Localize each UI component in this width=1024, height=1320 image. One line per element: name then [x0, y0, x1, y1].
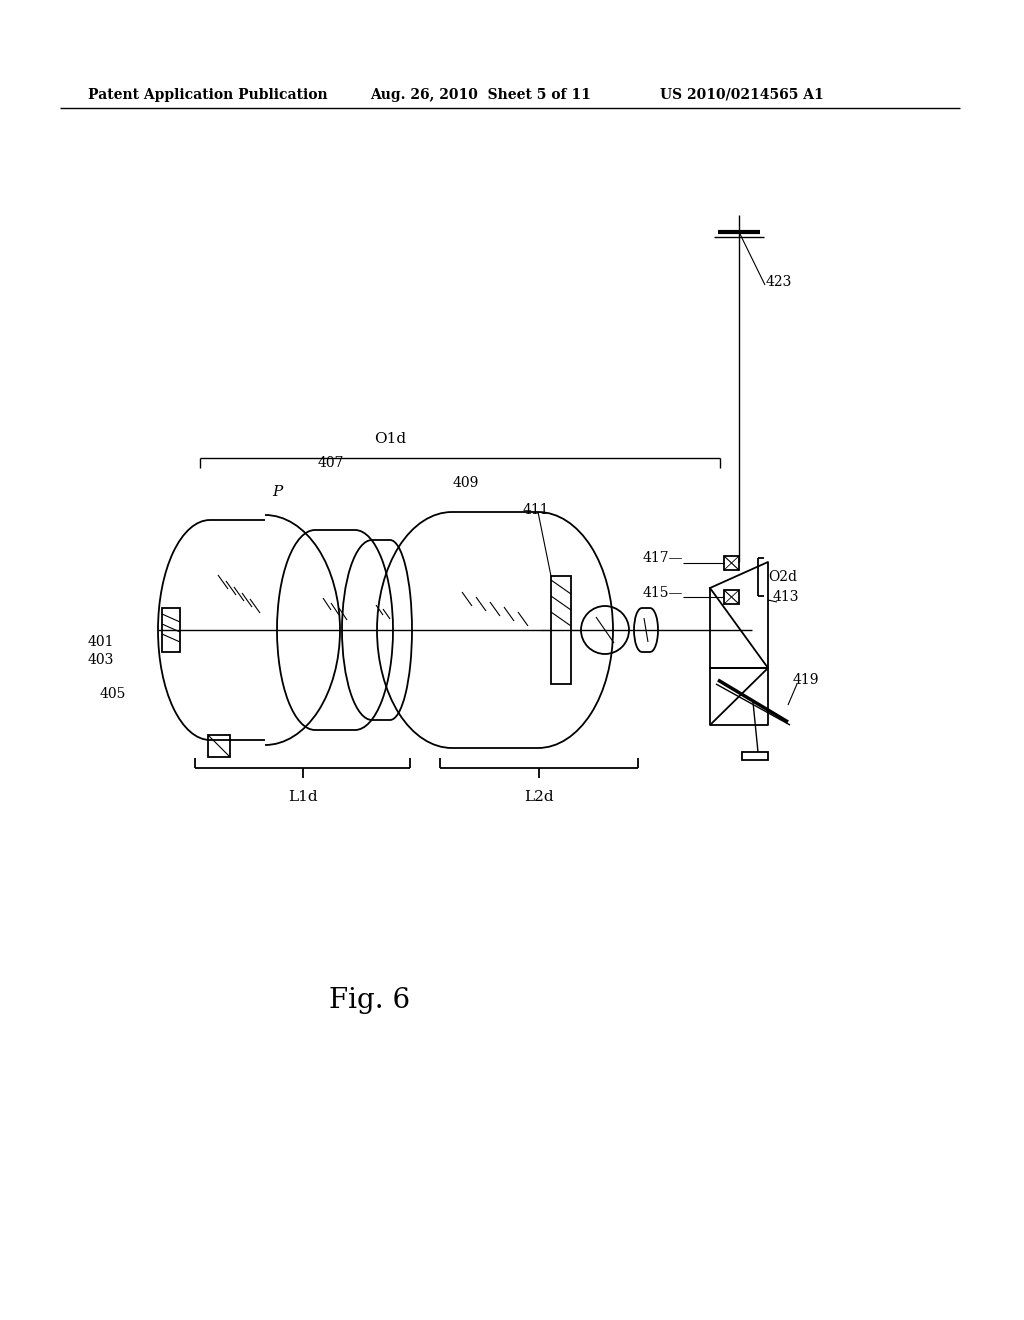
Text: 411: 411: [523, 503, 550, 517]
Text: 415—: 415—: [643, 586, 683, 601]
Text: 423: 423: [766, 275, 793, 289]
Bar: [724, 590, 739, 605]
Text: 413: 413: [773, 590, 800, 605]
Bar: [742, 752, 768, 760]
Text: 419: 419: [793, 673, 819, 686]
Text: 401: 401: [88, 635, 115, 649]
Text: P: P: [272, 484, 283, 499]
Bar: [724, 556, 739, 570]
Text: O2d: O2d: [768, 570, 797, 583]
Text: Aug. 26, 2010  Sheet 5 of 11: Aug. 26, 2010 Sheet 5 of 11: [370, 88, 591, 102]
Text: Fig. 6: Fig. 6: [330, 986, 411, 1014]
Text: US 2010/0214565 A1: US 2010/0214565 A1: [660, 88, 823, 102]
Text: 407: 407: [318, 455, 344, 470]
Text: 403: 403: [88, 653, 115, 667]
Text: 405: 405: [100, 686, 126, 701]
Text: L2d: L2d: [524, 789, 554, 804]
Text: Patent Application Publication: Patent Application Publication: [88, 88, 328, 102]
Text: O1d: O1d: [374, 432, 407, 446]
Text: 409: 409: [453, 477, 479, 490]
Bar: [208, 735, 230, 756]
Text: 417—: 417—: [642, 550, 683, 565]
Text: L1d: L1d: [288, 789, 317, 804]
Bar: [551, 576, 571, 684]
Bar: [162, 609, 180, 652]
